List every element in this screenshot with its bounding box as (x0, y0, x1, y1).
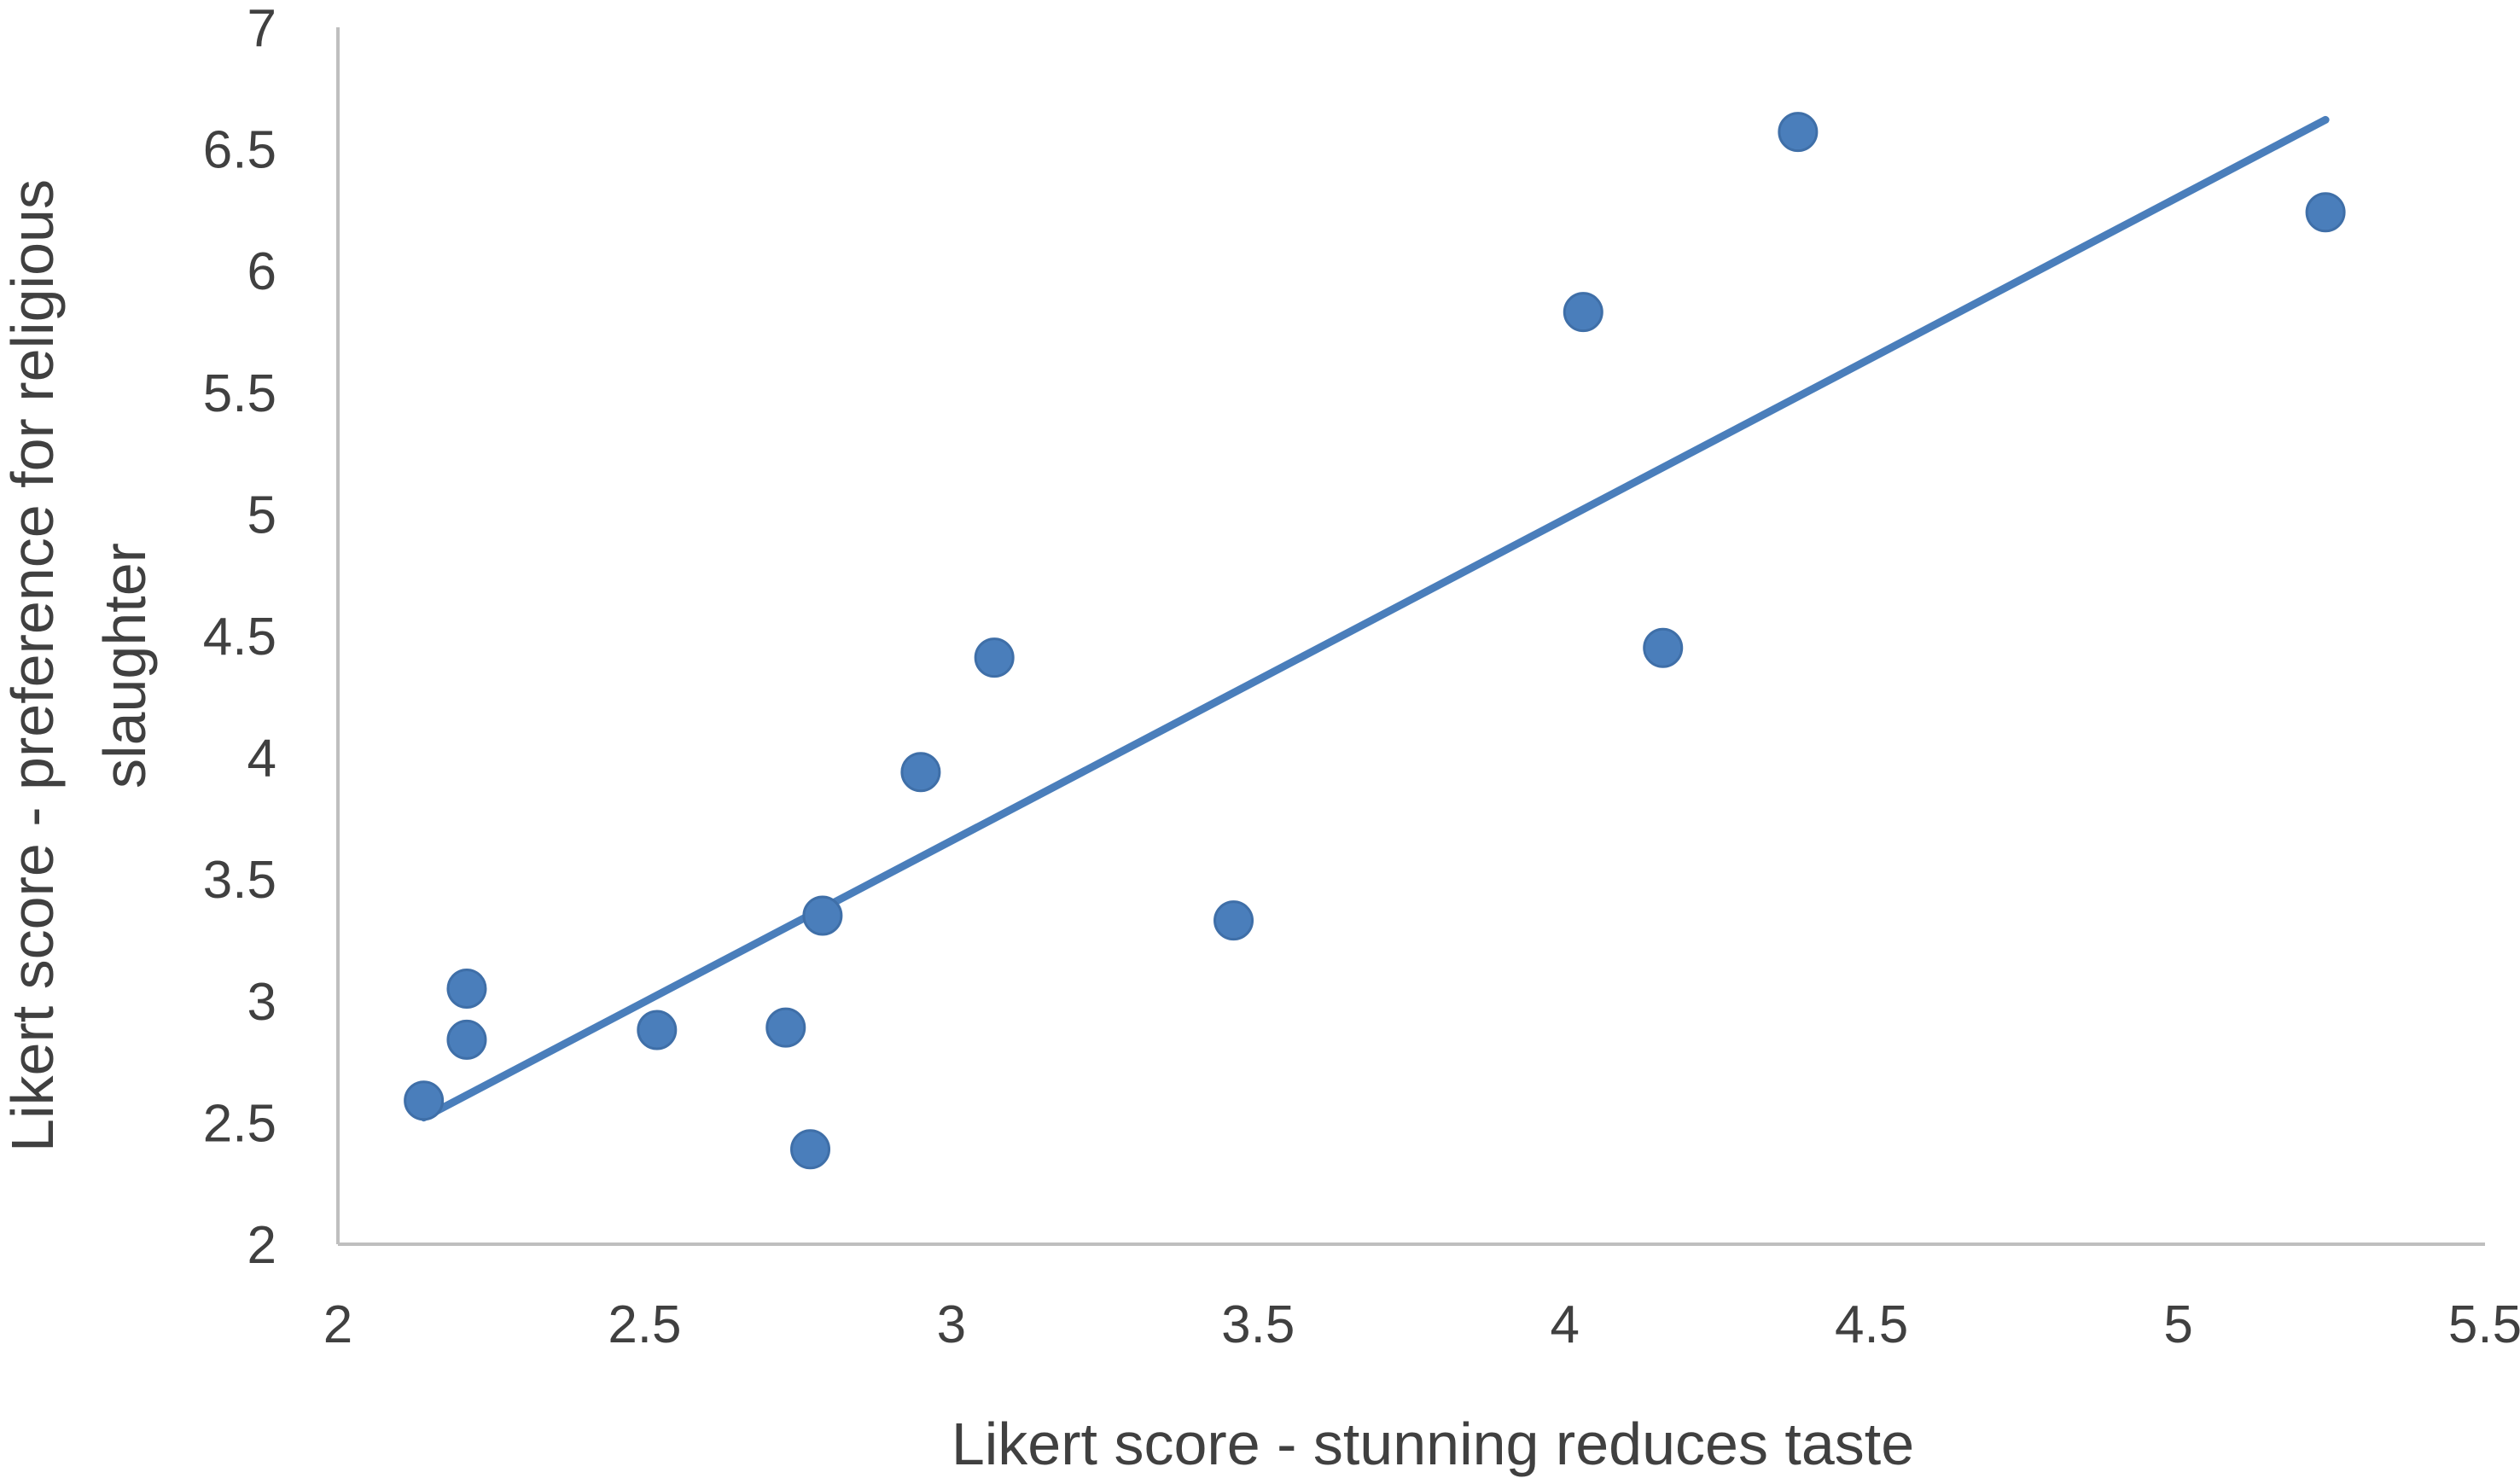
data-point (1778, 112, 1819, 153)
x-axis-title: Likert score - stunning reduces taste (952, 1411, 1914, 1477)
y-tick-label: 3 (247, 973, 276, 1032)
data-point (1643, 627, 1684, 668)
y-tick-label: 6.5 (203, 121, 276, 180)
y-tick-label: 5.5 (203, 364, 276, 423)
trendline-group (420, 115, 2330, 1122)
data-point (446, 969, 487, 1010)
y-tick-label: 6 (247, 242, 276, 301)
data-point (2305, 192, 2346, 233)
x-tick-label: 5 (2163, 1295, 2192, 1354)
axes (336, 27, 2485, 1246)
y-axis-tick-labels: 2 2.5 3 3.5 4 4.5 5 5.5 6 6.5 7 (203, 0, 276, 1275)
y-tick-label: 7 (247, 0, 276, 58)
x-tick-label: 4.5 (1835, 1295, 1908, 1354)
y-tick-label: 5 (247, 486, 276, 544)
x-tick-label: 3 (937, 1295, 966, 1354)
x-tick-label: 5.5 (2448, 1295, 2520, 1354)
y-axis-title-line-2: slaughter (91, 543, 158, 789)
x-axis-tick-labels: 2 2.5 3 3.5 4 4.5 5 5.5 (323, 1295, 2520, 1354)
data-points (404, 112, 2346, 1170)
y-axis-title-line-1: Likert score - preference for religious (0, 179, 66, 1152)
y-tick-label: 4 (247, 730, 276, 789)
data-point (1213, 900, 1254, 941)
y-tick-label: 2 (247, 1216, 276, 1275)
data-point (404, 1080, 445, 1121)
data-point (765, 1007, 806, 1048)
y-tick-label: 2.5 (203, 1094, 276, 1153)
data-point (1563, 292, 1603, 333)
x-tick-label: 2.5 (608, 1295, 681, 1354)
trendline (420, 115, 2330, 1122)
data-point (446, 1019, 487, 1060)
data-point (974, 637, 1015, 678)
data-point (637, 1010, 678, 1050)
y-axis-title: Likert score - preference for religious … (0, 179, 158, 1152)
data-point (900, 752, 941, 793)
data-point (790, 1129, 831, 1170)
data-point (802, 895, 843, 936)
y-tick-label: 3.5 (203, 851, 276, 910)
x-tick-label: 2 (323, 1295, 352, 1354)
x-tick-label: 3.5 (1221, 1295, 1295, 1354)
y-tick-label: 4.5 (203, 608, 276, 666)
x-tick-label: 4 (1550, 1295, 1579, 1354)
